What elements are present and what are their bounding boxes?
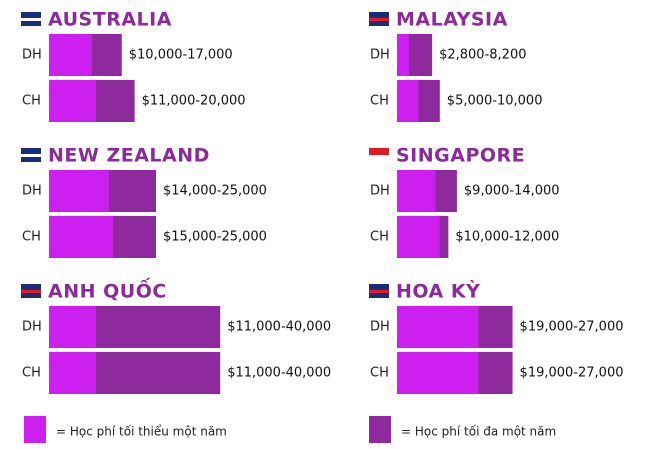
- section-title: HOA KỲ: [396, 279, 480, 303]
- min-bar: [49, 216, 114, 258]
- legend-label: = Học phí tối đa một năm: [401, 425, 556, 439]
- category-label: DH: [370, 320, 390, 335]
- category-label: CH: [22, 366, 41, 381]
- flag: [21, 290, 41, 293]
- legend-label: = Học phí tối thiểu một năm: [56, 425, 227, 439]
- flag: [369, 18, 389, 21]
- range-label: $19,000-27,000: [520, 320, 624, 335]
- section-title: MALAYSIA: [396, 9, 508, 31]
- range-label: $15,000-25,000: [163, 230, 267, 245]
- min-bar: [397, 170, 436, 212]
- category-label: CH: [370, 230, 389, 245]
- category-label: CH: [370, 94, 389, 109]
- range-label: $19,000-27,000: [520, 366, 624, 381]
- range-label: $2,800-8,200: [439, 48, 526, 63]
- min-bar: [397, 80, 419, 122]
- legend-swatch: [369, 416, 391, 443]
- section-title: NEW ZEALAND: [48, 145, 210, 167]
- category-label: DH: [370, 48, 390, 63]
- legend-swatch: [24, 416, 46, 443]
- category-label: DH: [22, 320, 42, 335]
- flag: [21, 154, 41, 157]
- category-label: DH: [22, 184, 42, 199]
- min-bar: [49, 306, 97, 348]
- category-label: DH: [22, 48, 42, 63]
- section-title: AUSTRALIA: [48, 9, 172, 31]
- category-label: CH: [22, 230, 41, 245]
- flag: [21, 18, 41, 21]
- min-bar: [49, 170, 109, 212]
- range-label: $11,000-20,000: [142, 94, 246, 109]
- range-label: $11,000-40,000: [227, 366, 331, 381]
- min-bar: [397, 216, 440, 258]
- min-bar: [397, 34, 409, 76]
- section-title: ANH QUỐC: [48, 277, 167, 303]
- range-label: $11,000-40,000: [227, 320, 331, 335]
- range-label: $14,000-25,000: [163, 184, 267, 199]
- range-label: $5,000-10,000: [447, 94, 543, 109]
- min-bar: [397, 352, 479, 394]
- category-label: CH: [370, 366, 389, 381]
- min-bar: [397, 306, 479, 348]
- category-label: CH: [22, 94, 41, 109]
- min-bar: [49, 352, 97, 394]
- flag: [369, 290, 389, 293]
- category-label: DH: [370, 184, 390, 199]
- range-label: $10,000-12,000: [455, 230, 559, 245]
- min-bar: [49, 34, 92, 76]
- range-label: $10,000-17,000: [129, 48, 233, 63]
- section-title: SINGAPORE: [396, 145, 525, 167]
- min-bar: [49, 80, 97, 122]
- range-label: $9,000-14,000: [464, 184, 560, 199]
- flag: [369, 155, 389, 162]
